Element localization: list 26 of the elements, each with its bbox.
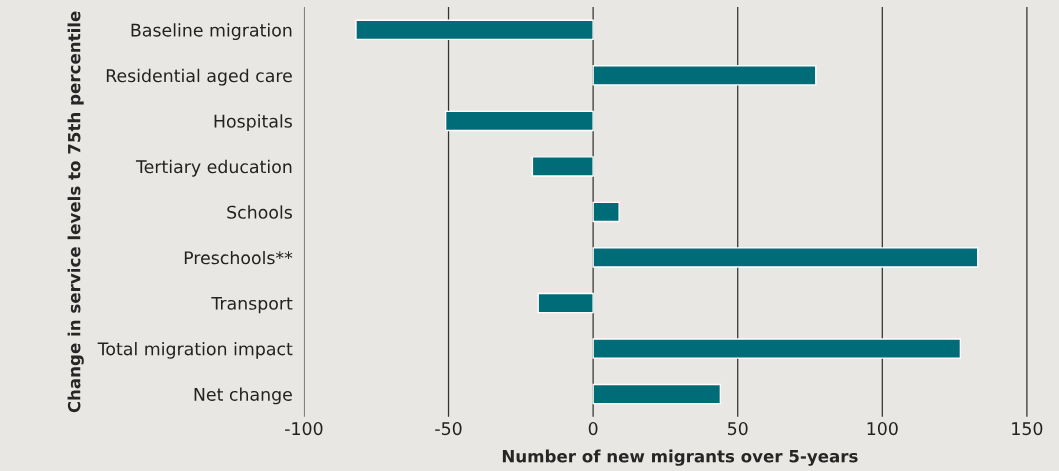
bar bbox=[592, 201, 620, 223]
y-tick-label: Residential aged care bbox=[106, 68, 292, 86]
bar bbox=[592, 247, 979, 268]
x-tick-label: 150 bbox=[1012, 422, 1043, 436]
y-tick-label: Preschools** bbox=[184, 250, 293, 265]
y-tick-label: Transport bbox=[211, 296, 293, 314]
y-tick-label: Baseline migration bbox=[131, 23, 292, 41]
y-tick-label: Schools bbox=[227, 205, 292, 219]
x-tick-label: 100 bbox=[867, 422, 898, 436]
y-tick-label: Hospitals bbox=[214, 114, 292, 132]
x-tick-label: 0 bbox=[588, 422, 598, 436]
y-tick-label: Net change bbox=[194, 387, 292, 405]
bar bbox=[537, 292, 594, 314]
bar bbox=[592, 65, 817, 86]
bar bbox=[592, 383, 722, 405]
bar bbox=[531, 156, 594, 177]
x-tick-label: 50 bbox=[728, 422, 748, 436]
bar bbox=[592, 338, 962, 359]
y-axis-title: Change in service levels to 75th percentile bbox=[67, 11, 84, 413]
bar bbox=[355, 19, 594, 41]
y-tick-label: Total migration impact bbox=[97, 341, 293, 359]
x-tick-label: -100 bbox=[285, 422, 323, 436]
y-tick-label: Tertiary education bbox=[135, 159, 292, 177]
x-tick-label: -50 bbox=[435, 422, 462, 436]
bar bbox=[444, 110, 594, 132]
x-axis-title: Number of new migrants over 5-years bbox=[502, 449, 858, 466]
